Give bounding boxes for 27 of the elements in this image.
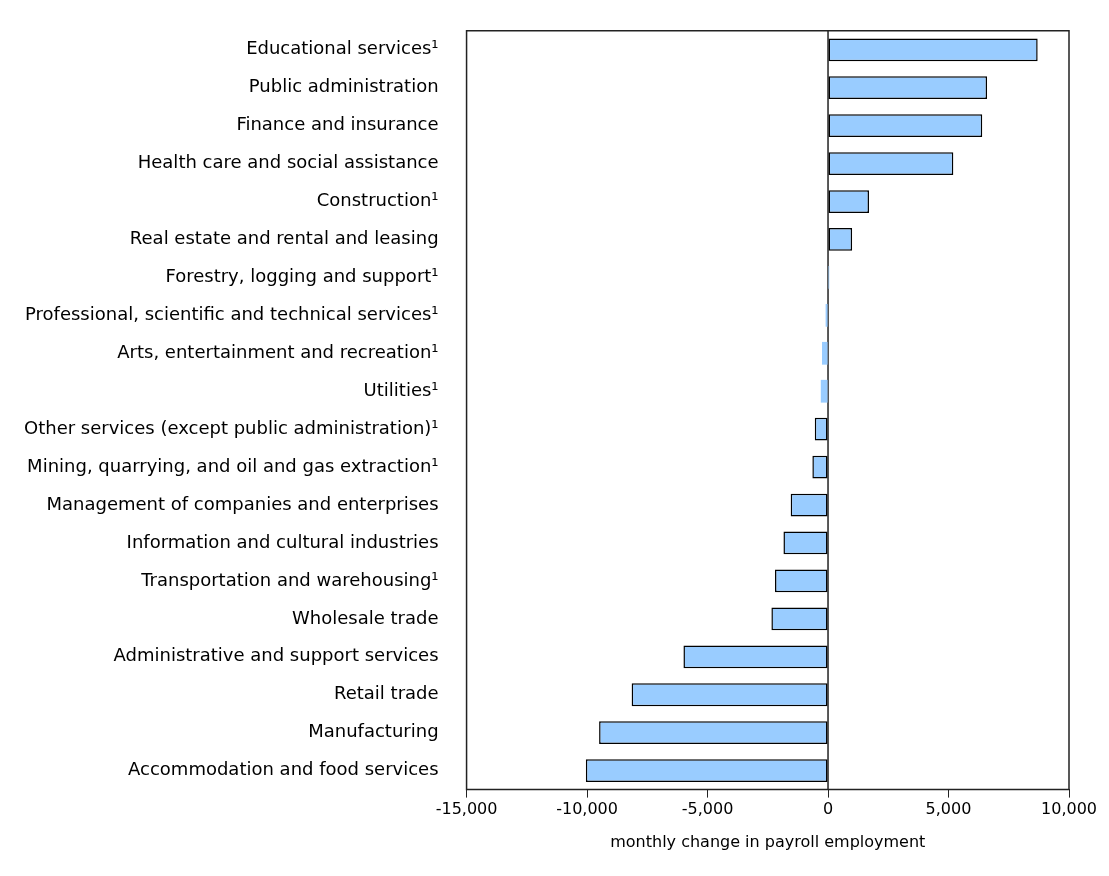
y-tick-label: Information and cultural industries bbox=[126, 530, 439, 552]
x-tick-label: -5,000 bbox=[681, 799, 734, 819]
y-tick-label: Transportation and warehousing¹ bbox=[140, 568, 439, 590]
y-tick-label: Other services (except public administration)¹ bbox=[24, 416, 439, 438]
x-tick-label: 5,000 bbox=[925, 799, 972, 819]
y-tick-label: Mining, quarrying, and oil and gas extraction¹ bbox=[27, 454, 439, 476]
y-tick-label: Professional, scientific and technical services¹ bbox=[25, 303, 439, 325]
y-tick-label: Forestry, logging and support¹ bbox=[165, 265, 439, 287]
y-tick-label: Manufacturing bbox=[308, 720, 439, 742]
x-tick-label: -15,000 bbox=[435, 799, 498, 819]
y-tick-label: Finance and insurance bbox=[236, 113, 439, 135]
y-tick-label: Public administration bbox=[248, 75, 439, 97]
y-tick-label: Administrative and support services bbox=[113, 644, 439, 666]
x-tick-label: -10,000 bbox=[556, 799, 618, 819]
x-axis-title: monthly change in payroll employment bbox=[610, 831, 926, 851]
y-tick-label: Utilities¹ bbox=[363, 378, 439, 400]
y-tick-label: Arts, entertainment and recreation¹ bbox=[117, 340, 439, 362]
y-tick-label: Health care and social assistance bbox=[137, 151, 439, 173]
y-tick-label: Management of companies and enterprises bbox=[46, 492, 439, 514]
x-tick-label: 0 bbox=[822, 799, 834, 819]
y-tick-label: Accommodation and food services bbox=[128, 758, 439, 780]
y-tick-label: Wholesale trade bbox=[292, 606, 439, 628]
y-tick-label: Retail trade bbox=[333, 682, 439, 704]
y-tick-label: Educational services¹ bbox=[246, 37, 439, 59]
y-tick-label: Construction¹ bbox=[316, 189, 439, 211]
y-tick-label: Real estate and rental and leasing bbox=[129, 227, 439, 249]
x-tick-label: 10,000 bbox=[1041, 799, 1097, 819]
